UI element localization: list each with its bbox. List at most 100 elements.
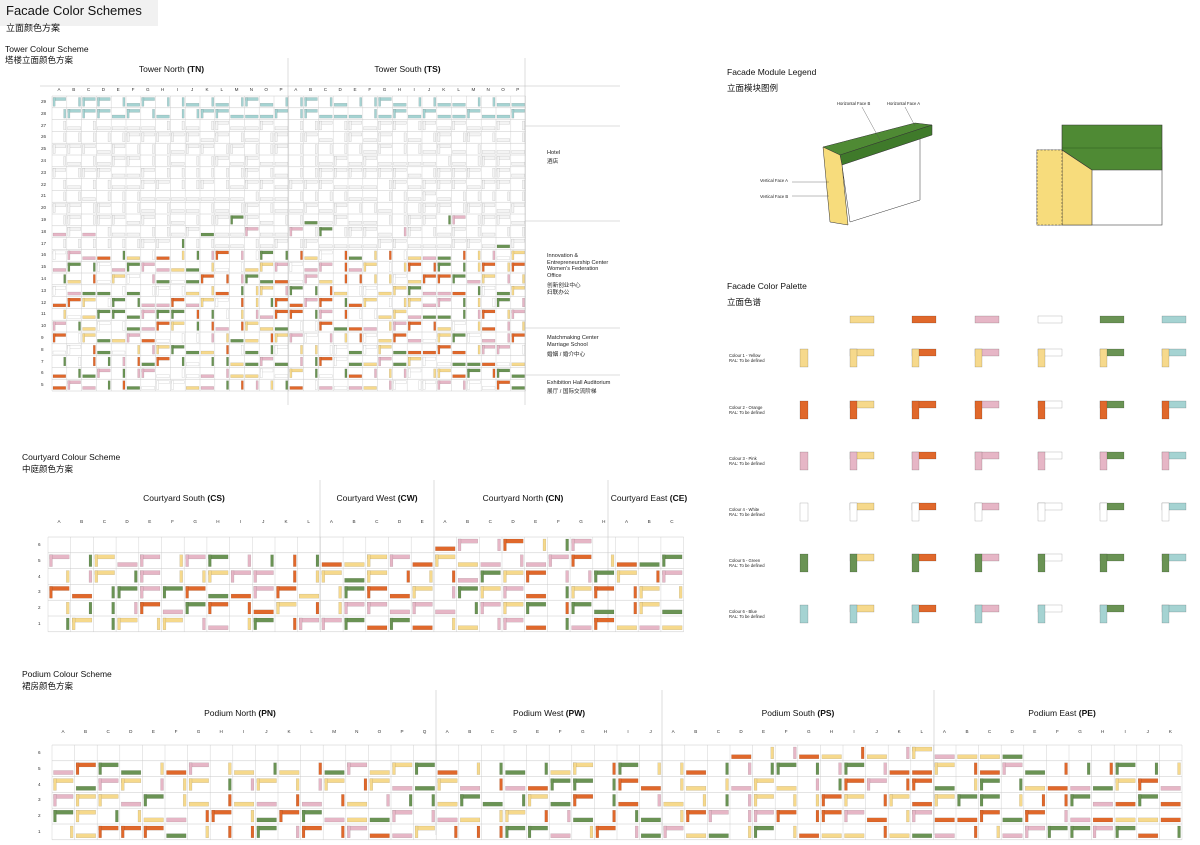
facade-module [482, 215, 496, 225]
module-horizontal [279, 770, 300, 775]
facade-module [374, 250, 377, 260]
module-vertical [389, 617, 394, 630]
module-vertical [200, 144, 204, 154]
facade-module [241, 274, 244, 284]
module-vertical [594, 586, 598, 599]
module-vertical [452, 586, 456, 599]
facade-module [66, 570, 70, 583]
module-vertical [137, 297, 140, 308]
palette-combination [849, 451, 875, 471]
module-vertical [974, 762, 978, 775]
module-vertical [97, 321, 100, 331]
module-vertical [141, 179, 145, 190]
podium-east-label: Podium East (PE) [1028, 708, 1096, 718]
facade-module [505, 770, 526, 775]
facade-module [408, 138, 422, 142]
facade-module [63, 156, 66, 166]
facade-module [363, 262, 377, 272]
facade-module [359, 274, 362, 284]
facade-module [53, 794, 74, 807]
facade-module [457, 586, 478, 599]
module-vertical [202, 570, 206, 583]
facade-module [300, 109, 303, 119]
module-vertical [141, 309, 145, 319]
module-vertical [369, 778, 373, 791]
module-vertical [393, 168, 396, 178]
facade-module [94, 570, 115, 583]
facade-module [374, 109, 377, 119]
module-vertical [422, 203, 426, 213]
facade-module [492, 168, 496, 178]
palette-combination [911, 553, 937, 573]
module-vertical [319, 227, 322, 237]
facade-module [319, 280, 333, 284]
module-vertical [341, 825, 345, 838]
facade-module [166, 833, 187, 838]
facade-module [511, 162, 525, 166]
module-vertical [289, 262, 293, 272]
facade-module [141, 368, 155, 378]
module-horizontal [912, 801, 933, 807]
facade-module [181, 109, 185, 119]
module-vertical [185, 554, 189, 567]
facade-module [126, 386, 140, 390]
module-horizontal [378, 162, 392, 166]
facade-module [1138, 833, 1159, 838]
facade-module [463, 262, 466, 272]
module-vertical [906, 746, 910, 759]
podium-col-letter: E [536, 729, 540, 734]
facade-module [126, 132, 140, 142]
facade-module [369, 770, 390, 775]
facade-module [815, 810, 820, 823]
module-vertical [202, 617, 206, 630]
module-horizontal [799, 754, 820, 759]
module-vertical [250, 825, 255, 838]
facade-module [329, 144, 333, 154]
facade-module [93, 179, 96, 190]
facade-module [452, 120, 466, 131]
facade-module [482, 244, 496, 249]
module-vertical [296, 794, 300, 807]
module-horizontal [274, 173, 288, 178]
facade-module [389, 250, 392, 260]
module-horizontal [378, 114, 392, 119]
facade-module [433, 132, 436, 142]
module-vertical [480, 570, 484, 583]
facade-module [156, 286, 170, 296]
facade-module [211, 168, 214, 178]
module-horizontal [639, 562, 660, 567]
module-horizontal [640, 833, 661, 838]
facade-module [196, 309, 200, 319]
facade-module [52, 97, 66, 107]
facade-module [409, 794, 413, 807]
facade-module [480, 570, 501, 583]
facade-module [480, 562, 501, 567]
module-vertical [93, 215, 96, 225]
facade-module [67, 262, 81, 272]
facade-module [497, 538, 501, 551]
facade-module [215, 103, 229, 107]
facade-module [344, 586, 365, 599]
facade-module [1047, 786, 1068, 791]
module-horizontal [348, 268, 362, 272]
module-vertical [433, 132, 436, 142]
module-horizontal [1115, 801, 1136, 807]
module-vertical [167, 203, 170, 213]
courtyard-row-num: 4 [38, 573, 41, 579]
module-vertical [156, 132, 159, 142]
facade-module [137, 203, 140, 213]
module-vertical [137, 810, 142, 823]
module-vertical [293, 617, 297, 630]
facade-module [522, 179, 525, 190]
module-vertical [66, 570, 70, 583]
module-horizontal [1002, 817, 1023, 823]
module-horizontal [319, 386, 333, 390]
facade-module [315, 570, 320, 583]
module-vertical [247, 617, 251, 630]
module-horizontal [1115, 817, 1136, 823]
facade-module [143, 825, 164, 838]
module-vertical [389, 262, 392, 272]
facade-module [996, 825, 1000, 838]
module-vertical [422, 191, 426, 201]
module-vertical [72, 617, 76, 630]
